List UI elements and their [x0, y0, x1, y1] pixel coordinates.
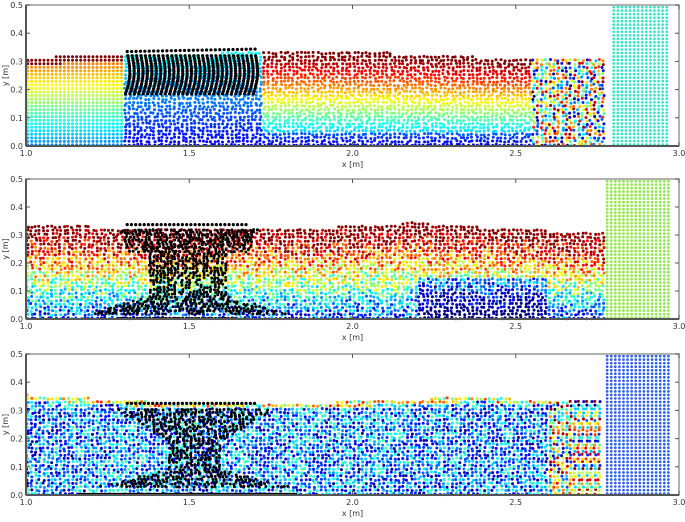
x-tick-label: 2.5: [509, 322, 522, 331]
y-tick-label: 0.3: [10, 57, 23, 66]
x-tick-label: 1.5: [183, 149, 196, 158]
y-tick-label: 0.2: [10, 435, 23, 444]
particles: [26, 6, 668, 147]
x-tick-label: 2.5: [509, 498, 522, 507]
x-axis-label: x [m]: [342, 509, 363, 518]
x-axis-label: x [m]: [342, 333, 363, 342]
y-tick-label: 0.4: [10, 378, 23, 387]
y-axis-label: y [m]: [1, 238, 10, 259]
y-axis-label: y [m]: [1, 414, 10, 435]
x-tick-label: 2.0: [346, 498, 359, 507]
y-tick-label: 0.1: [10, 463, 23, 472]
y-tick-label: 0.4: [10, 203, 23, 212]
y-tick-label: 0.3: [10, 231, 23, 240]
y-tick-label: 0.4: [10, 29, 23, 38]
x-tick-label: 2.5: [509, 149, 522, 158]
y-axis-label: y [m]: [1, 65, 10, 86]
y-tick-label: 0.2: [10, 86, 23, 95]
particles: [25, 355, 670, 496]
x-tick-label: 1.0: [20, 149, 33, 158]
y-tick-label: 0.1: [10, 114, 23, 123]
y-tick-label: 0.5: [10, 1, 23, 10]
x-tick-label: 3.0: [673, 322, 685, 331]
x-tick-label: 3.0: [673, 498, 685, 507]
y-tick-label: 0.3: [10, 406, 23, 415]
y-tick-label: 0.5: [10, 350, 23, 359]
x-tick-label: 2.0: [346, 149, 359, 158]
y-tick-label: 0.1: [10, 287, 23, 296]
particles: [25, 180, 670, 320]
y-tick-label: 0.5: [10, 175, 23, 184]
x-tick-label: 1.0: [20, 322, 33, 331]
x-tick-label: 1.5: [183, 322, 196, 331]
x-tick-label: 1.5: [183, 498, 196, 507]
x-tick-label: 1.0: [20, 498, 33, 507]
x-tick-label: 3.0: [673, 149, 685, 158]
y-tick-label: 0.2: [10, 259, 23, 268]
x-tick-label: 2.0: [346, 322, 359, 331]
x-axis-label: x [m]: [342, 160, 363, 169]
